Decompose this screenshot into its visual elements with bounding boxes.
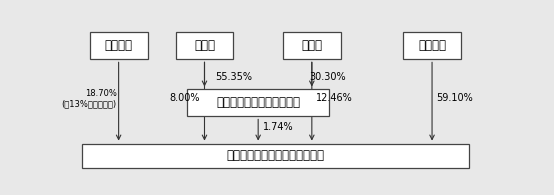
Text: 其他股东: 其他股东 bbox=[418, 39, 446, 52]
Text: 林建伟: 林建伟 bbox=[194, 39, 215, 52]
Bar bbox=[82, 144, 469, 168]
Bar bbox=[90, 32, 147, 59]
Bar bbox=[176, 32, 233, 59]
Text: 1.74%: 1.74% bbox=[263, 122, 293, 132]
Bar bbox=[283, 32, 341, 59]
Text: 苏州普乐投资管理有限公司: 苏州普乐投资管理有限公司 bbox=[216, 97, 300, 109]
Text: 12.46%: 12.46% bbox=[316, 93, 353, 104]
Text: 59.10%: 59.10% bbox=[437, 93, 473, 104]
Text: 苏州中来光伏新材股份有限公司: 苏州中来光伏新材股份有限公司 bbox=[227, 149, 324, 162]
Text: 张育政: 张育政 bbox=[301, 39, 322, 52]
Text: 8.00%: 8.00% bbox=[170, 93, 200, 104]
Text: 姜堰道得: 姜堰道得 bbox=[105, 39, 132, 52]
Bar bbox=[403, 32, 461, 59]
Text: 30.30%: 30.30% bbox=[310, 73, 346, 82]
Text: 18.70%
(含13%投票权委托): 18.70% (含13%投票权委托) bbox=[61, 89, 116, 108]
Bar bbox=[187, 90, 329, 116]
Text: 55.35%: 55.35% bbox=[215, 73, 252, 82]
